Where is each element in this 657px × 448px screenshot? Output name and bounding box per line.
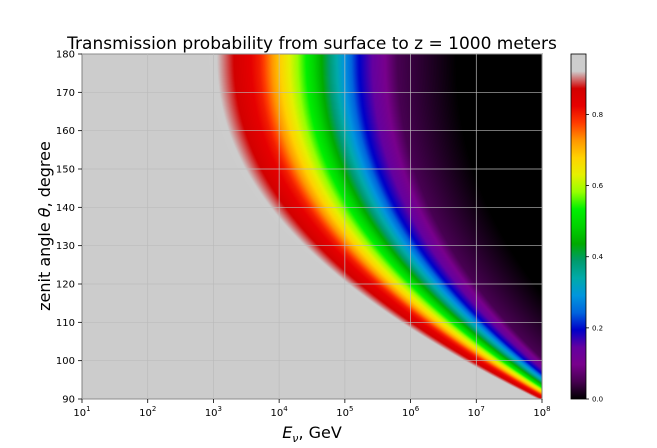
x-tick-label: 103 bbox=[205, 405, 222, 419]
y-tick-label: 160 bbox=[56, 126, 75, 137]
y-axis-label: zenit angle θ, degree bbox=[35, 141, 54, 311]
grid bbox=[81, 53, 543, 400]
colorbar-tick-label: 0.0 bbox=[592, 396, 603, 404]
y-tick-label: 180 bbox=[56, 50, 75, 61]
x-tick-label: 104 bbox=[271, 405, 289, 419]
y-tick-label: 150 bbox=[56, 165, 75, 176]
x-axis-ticks: 101 102 103 104 105 106 107 108 bbox=[73, 399, 551, 419]
x-tick-label: 106 bbox=[402, 405, 420, 419]
y-tick-label: 100 bbox=[56, 356, 75, 367]
x-tick-label: 105 bbox=[336, 405, 353, 419]
y-axis-ticks: 90 100 110 120 130 140 150 160 170 180 bbox=[56, 50, 82, 406]
colorbar-tick-label: 0.6 bbox=[592, 182, 604, 190]
x-axis-label: Eν, GeV bbox=[282, 423, 342, 445]
colorbar: 0.0 0.2 0.4 0.6 0.8 bbox=[570, 53, 604, 404]
y-tick-label: 110 bbox=[56, 318, 75, 329]
x-tick-label: 102 bbox=[139, 405, 156, 419]
y-tick-label: 120 bbox=[56, 280, 75, 291]
plot-area bbox=[81, 53, 543, 400]
y-tick-label: 130 bbox=[56, 241, 75, 252]
colorbar-tick-label: 0.4 bbox=[592, 253, 604, 261]
chart-title: Transmission probability from surface to… bbox=[66, 34, 557, 54]
colorbar-tick-label: 0.8 bbox=[592, 111, 603, 119]
x-tick-label: 101 bbox=[73, 405, 90, 419]
colorbar-ticks: 0.0 0.2 0.4 0.6 0.8 bbox=[586, 111, 604, 404]
x-tick-label: 108 bbox=[533, 405, 550, 419]
colorbar-gradient bbox=[570, 53, 587, 400]
y-tick-label: 170 bbox=[56, 88, 75, 99]
heatmap-image bbox=[82, 54, 542, 399]
colorbar-tick-label: 0.2 bbox=[592, 324, 603, 332]
x-tick-label: 107 bbox=[468, 405, 485, 419]
y-tick-label: 140 bbox=[56, 203, 75, 214]
y-tick-label: 90 bbox=[62, 395, 75, 406]
